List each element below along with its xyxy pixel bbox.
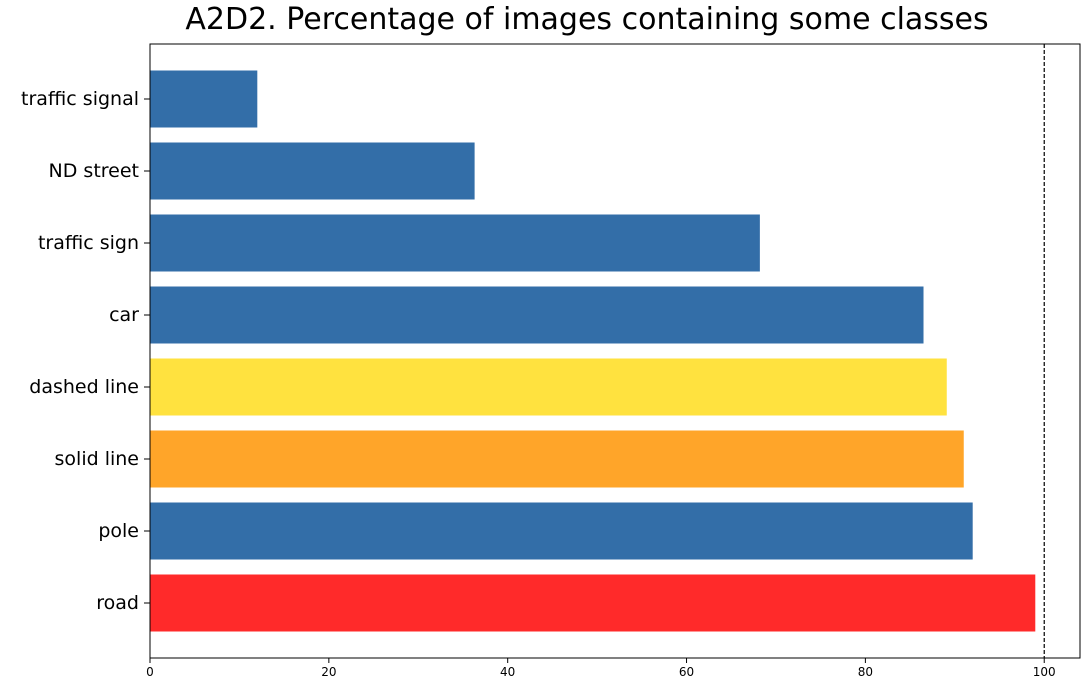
y-tick-label-solid-line: solid line (55, 448, 139, 470)
axes-layer (149, 43, 1081, 659)
bar-dashed-line (150, 358, 947, 416)
y-tick-label-dashed-line: dashed line (29, 376, 139, 398)
x-tick-label: 20 (321, 665, 336, 679)
bars-layer (150, 70, 1036, 632)
bar-traffic-sign (150, 214, 760, 272)
x-tick-label: 40 (500, 665, 515, 679)
plot-frame (149, 43, 1081, 659)
x-tick-label: 80 (858, 665, 873, 679)
y-tick-label-pole: pole (98, 520, 139, 542)
x-tick-label: 100 (1033, 665, 1056, 679)
bar-traffic-signal (150, 70, 258, 128)
y-axis-ticks: traffic signal ND street traffic sign car da… (21, 88, 150, 614)
y-tick-label-nd-street: ND street (49, 160, 139, 182)
bar-road (150, 574, 1036, 632)
bar-car (150, 286, 924, 344)
bar-pole (150, 502, 973, 560)
y-tick-label-traffic-signal: traffic signal (21, 88, 139, 110)
y-tick-label-traffic-sign: traffic sign (38, 232, 139, 254)
x-tick-label: 0 (146, 665, 154, 679)
y-tick-label-car: car (109, 304, 139, 326)
y-tick-label-road: road (96, 592, 139, 614)
x-axis-ticks: 0 20 40 60 80 100 (146, 658, 1056, 679)
bar-nd-street (150, 142, 475, 200)
bar-solid-line (150, 430, 964, 488)
x-tick-label: 60 (679, 665, 694, 679)
chart-title: A2D2. Percentage of images containing so… (185, 2, 989, 37)
